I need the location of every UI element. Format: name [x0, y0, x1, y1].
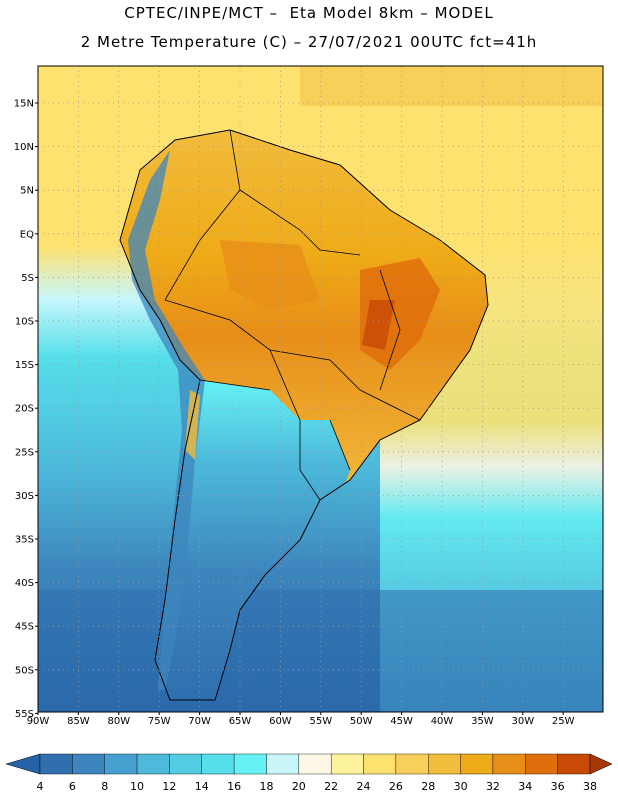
- southern-cone-region: [155, 380, 350, 700]
- colorbar-tick-label: 8: [101, 780, 108, 793]
- lon-label: 70W: [188, 716, 211, 727]
- colorbar-tick-label: 20: [292, 780, 306, 793]
- lon-label: 65W: [229, 716, 252, 727]
- colorbar-swatch: [298, 753, 332, 775]
- lat-label: 50S: [15, 665, 34, 676]
- colorbar-tick-label: 34: [518, 780, 532, 793]
- colorbar-tick-label: 4: [37, 780, 44, 793]
- lon-label: 50W: [350, 716, 373, 727]
- country-borders: [164, 129, 421, 501]
- colorbar-swatch: [428, 753, 461, 775]
- colorbar: 4 6 8 10 12 14 16 18 20 22 24 26 28 30 32 34 36 38: [5, 753, 613, 793]
- colorbar-tick-label: 32: [486, 780, 500, 793]
- lat-label: 5S: [21, 273, 34, 284]
- colorbar-swatch: [39, 753, 73, 775]
- lat-label: 25S: [15, 447, 34, 458]
- lon-label: 90W: [27, 716, 50, 727]
- colorbar-tick-label: 38: [583, 780, 597, 793]
- colorbar-swatch: [169, 753, 202, 775]
- colorbar-swatch: [104, 753, 138, 775]
- colorbar-swatch: [363, 753, 397, 775]
- lat-label: 15N: [14, 99, 34, 110]
- colorbar-tick-label: 10: [130, 780, 144, 793]
- colorbar-tick-label: 16: [227, 780, 241, 793]
- colorbar-tick-label: 26: [389, 780, 403, 793]
- lon-label: 85W: [67, 716, 90, 727]
- colorbar-low-arrow: [5, 753, 41, 775]
- lat-label: 55S: [15, 709, 34, 720]
- lon-label: 25W: [552, 716, 575, 727]
- tropical-land-region: [120, 130, 488, 500]
- colorbar-tick-label: 14: [195, 780, 209, 793]
- colorbar-swatch: [492, 753, 526, 775]
- colorbar-tick-label: 30: [454, 780, 468, 793]
- lat-label: 5N: [20, 186, 34, 197]
- colorbar-swatch: [136, 753, 170, 775]
- longitude-labels: 90W 85W 80W 75W 70W 65W 60W 55W 50W 45W 40W 35W 30W 2…: [27, 712, 575, 727]
- map-gridlines: [38, 66, 603, 712]
- lat-label: 35S: [15, 535, 34, 546]
- lon-label: 55W: [309, 716, 332, 727]
- colorbar-tick-label: 24: [357, 780, 371, 793]
- colorbar-swatch: [266, 753, 300, 775]
- map-field: [38, 66, 603, 712]
- lat-label: EQ: [20, 229, 34, 240]
- header-line-1: CPTEC/INPE/MCT – Eta Model 8km – MODEL: [124, 4, 494, 22]
- latitude-labels: 15N 10N 5N EQ 5S 10S 15S 20S 25S 30S 35S 40S 45S 50S 5…: [14, 99, 38, 720]
- colorbar-tick-label: 18: [259, 780, 273, 793]
- lat-label: 30S: [15, 491, 34, 502]
- colorbar-high-arrow: [589, 753, 613, 775]
- lat-label: 20S: [15, 404, 34, 415]
- lon-label: 30W: [511, 716, 534, 727]
- lon-label: 40W: [431, 716, 454, 727]
- lon-label: 80W: [107, 716, 130, 727]
- lon-label: 45W: [390, 716, 413, 727]
- andes-cold-ridge: [128, 150, 205, 690]
- lat-label: 15S: [15, 360, 34, 371]
- lat-label: 10S: [15, 317, 34, 328]
- header-line-2: 2 Metre Temperature (C) – 27/07/2021 00U…: [80, 33, 538, 51]
- colorbar-tick-label: 6: [69, 780, 76, 793]
- colorbar-tick-label: 22: [324, 780, 338, 793]
- lon-label: 35W: [471, 716, 494, 727]
- lat-label: 45S: [15, 622, 34, 633]
- colorbar-swatch: [525, 753, 558, 775]
- colorbar-swatch: [557, 753, 591, 775]
- colorbar-tick-label: 28: [421, 780, 435, 793]
- colorbar-swatch: [330, 753, 364, 775]
- colorbar-swatch: [72, 753, 105, 775]
- colorbar-tick-label: 36: [551, 780, 565, 793]
- lat-label: 40S: [15, 578, 34, 589]
- lat-label: 10N: [14, 142, 34, 153]
- lon-label: 75W: [148, 716, 171, 727]
- colorbar-swatch: [233, 753, 267, 775]
- colorbar-swatch: [395, 753, 429, 775]
- colorbar-swatch: [460, 753, 494, 775]
- lon-label: 60W: [269, 716, 292, 727]
- colorbar-tick-label: 12: [162, 780, 176, 793]
- colorbar-swatch: [201, 753, 235, 775]
